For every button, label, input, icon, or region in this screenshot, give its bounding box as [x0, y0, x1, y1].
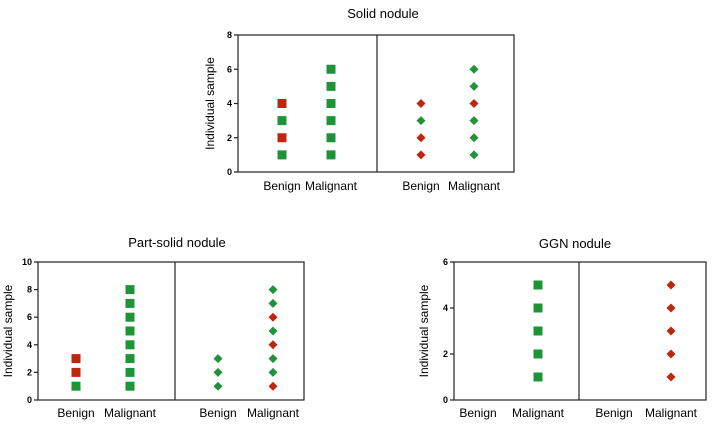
data-point-diamond: [268, 298, 278, 308]
y-axis-label: Individual sample: [1, 284, 15, 377]
data-point-square: [533, 372, 543, 382]
category-label: Benign: [402, 179, 439, 193]
data-point-diamond: [416, 150, 426, 160]
data-point-square: [71, 367, 81, 377]
y-tick-label: 0: [443, 395, 448, 405]
y-tick-label: 2: [443, 349, 448, 359]
data-point-diamond: [416, 116, 426, 126]
data-point-diamond: [268, 312, 278, 322]
data-point-square: [71, 381, 81, 391]
data-point-diamond: [268, 340, 278, 350]
y-axis-label: Individual sample: [417, 284, 431, 377]
category-label: Benign: [459, 406, 496, 420]
data-point-diamond: [469, 99, 479, 108]
y-tick-label: 6: [27, 312, 32, 322]
chart-title: Solid nodule: [347, 6, 419, 21]
data-point-square: [326, 64, 336, 74]
data-point-diamond: [213, 381, 223, 391]
y-tick-label: 10: [22, 257, 32, 267]
data-point-square: [277, 150, 287, 160]
data-point-diamond: [469, 116, 479, 126]
data-point-diamond: [469, 150, 479, 160]
data-point-square: [277, 99, 287, 108]
data-point-square: [326, 133, 336, 143]
data-point-diamond: [268, 354, 278, 364]
y-tick-label: 4: [227, 99, 232, 109]
data-point-diamond: [416, 133, 426, 143]
y-tick-label: 0: [227, 167, 232, 177]
category-label: Benign: [595, 406, 632, 420]
y-tick-label: 2: [27, 367, 32, 377]
data-point-square: [71, 354, 81, 364]
data-point-square: [326, 99, 336, 108]
category-label: Benign: [263, 179, 300, 193]
chart-panel-3: GGN nodule 0 2 4 6 Individual sample Benign Mal…: [417, 236, 707, 420]
data-point-square: [533, 280, 543, 290]
data-point-diamond: [268, 367, 278, 377]
chart-panel-2: Part-solid nodule 0 2 4 6 8 10 Individual sampl…: [1, 235, 305, 420]
y-axis-label: Individual sample: [203, 57, 217, 150]
data-point-diamond: [469, 64, 479, 74]
y-tick-label: 2: [227, 133, 232, 143]
data-point-square: [125, 340, 135, 350]
y-tick-label: 0: [27, 395, 32, 405]
data-point-square: [125, 381, 135, 391]
chart-title: GGN nodule: [539, 236, 611, 251]
category-label: Malignant: [645, 406, 698, 420]
category-label: Malignant: [305, 179, 358, 193]
data-point-square: [125, 354, 135, 364]
data-point-square: [125, 326, 135, 336]
data-point-diamond: [666, 280, 676, 290]
data-point-diamond: [416, 99, 426, 108]
data-point-square: [125, 298, 135, 308]
data-point-diamond: [666, 326, 676, 336]
data-point-square: [326, 150, 336, 160]
y-tick-label: 6: [443, 257, 448, 267]
data-point-square: [533, 303, 543, 313]
data-point-square: [277, 133, 287, 143]
y-tick-label: 6: [227, 64, 232, 74]
category-label: Malignant: [104, 406, 157, 420]
data-point-diamond: [666, 349, 676, 359]
y-tick-label: 8: [27, 285, 32, 295]
data-point-diamond: [213, 354, 223, 364]
data-point-square: [125, 285, 135, 295]
category-label: Malignant: [247, 406, 300, 420]
data-point-square: [533, 349, 543, 359]
data-point-square: [533, 326, 543, 336]
y-tick-label: 8: [227, 30, 232, 40]
data-point-diamond: [268, 285, 278, 295]
category-label: Benign: [199, 406, 236, 420]
data-point-square: [326, 116, 336, 126]
data-point-diamond: [666, 303, 676, 313]
data-point-square: [125, 367, 135, 377]
y-tick-label: 4: [443, 303, 448, 313]
data-point-square: [277, 116, 287, 126]
plot-frame: [37, 261, 305, 401]
y-tick-label: 4: [27, 340, 32, 350]
chart-title: Part-solid nodule: [128, 235, 226, 250]
chart-panel-1: Solid nodule 0 2 4 6 8 Individual sample Benign…: [203, 6, 515, 193]
category-label: Malignant: [512, 406, 565, 420]
data-point-diamond: [469, 81, 479, 91]
plot-frame: [453, 261, 707, 401]
data-point-diamond: [268, 381, 278, 391]
data-point-square: [326, 81, 336, 91]
data-point-diamond: [469, 133, 479, 143]
category-label: Malignant: [448, 179, 501, 193]
data-point-square: [125, 312, 135, 322]
data-point-diamond: [666, 372, 676, 382]
data-point-diamond: [268, 326, 278, 336]
data-point-diamond: [213, 367, 223, 377]
category-label: Benign: [57, 406, 94, 420]
